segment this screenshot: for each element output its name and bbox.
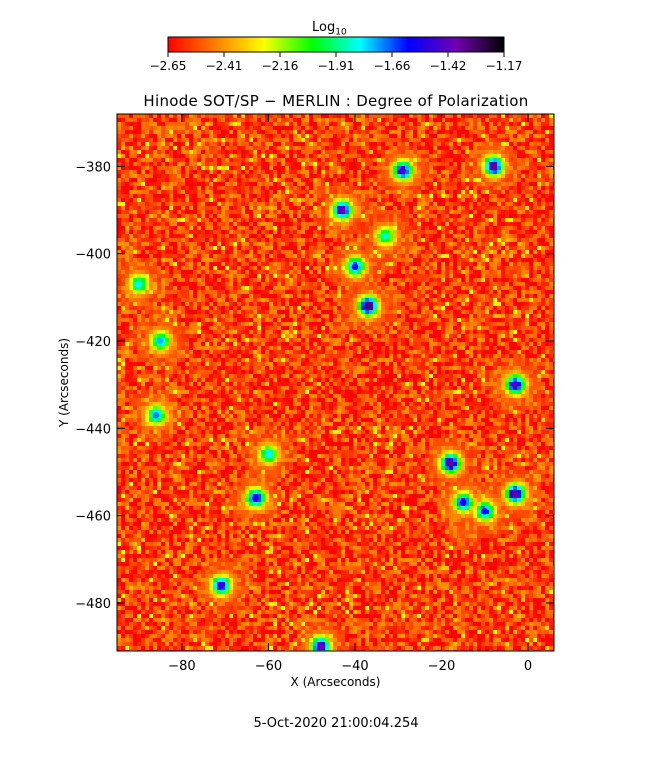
y-axis-label: Y (Arcseconds): [57, 338, 71, 428]
colorbar-tick-label: −2.65: [150, 59, 187, 73]
x-tick-label: −80: [168, 659, 195, 674]
concentration-point: [218, 582, 224, 588]
colorbar-tick-label: −2.41: [206, 59, 243, 73]
x-tick-label: −40: [341, 659, 368, 674]
y-tick-label: −380: [75, 160, 111, 175]
colorbar-tick-label: −1.17: [486, 59, 523, 73]
concentration-point: [252, 495, 258, 501]
y-tick-label: −440: [75, 422, 111, 437]
heatmap-image: [117, 114, 557, 654]
colorbar-tick-label: −2.16: [262, 59, 299, 73]
concentration-point: [382, 233, 388, 239]
colorbar: [168, 37, 504, 52]
x-axis-label: X (Arcseconds): [291, 675, 381, 689]
concentration-point: [512, 381, 518, 387]
x-tick-label: −60: [255, 659, 282, 674]
y-tick-label: −480: [75, 597, 111, 612]
concentration-point: [512, 491, 518, 497]
concentration-point: [399, 168, 405, 174]
concentration-point: [460, 499, 466, 505]
concentration-point: [317, 643, 323, 649]
concentration-point: [490, 163, 496, 169]
concentration-point: [352, 264, 358, 270]
concentration-point: [339, 207, 345, 213]
concentration-point: [265, 451, 271, 457]
x-tick-label: −20: [428, 659, 455, 674]
concentration-point: [157, 338, 163, 344]
concentration-point: [153, 412, 159, 418]
colorbar-tick-label: −1.66: [374, 59, 411, 73]
observation-date: 5-Oct-2020 21:00:04.254: [0, 716, 672, 731]
colorbar-ticks: −2.65 −2.41 −2.16 −1.91 −1.66 −1.42 −1.17: [150, 52, 523, 73]
concentration-point: [482, 508, 488, 514]
colorbar-tick-label: −1.91: [318, 59, 355, 73]
colorbar-tick-label: −1.42: [430, 59, 467, 73]
y-tick-label: −420: [75, 335, 111, 350]
x-tick-label: 0: [524, 659, 532, 674]
y-tick-label: −460: [75, 510, 111, 525]
y-tick-label: −400: [75, 248, 111, 263]
concentration-point: [135, 281, 141, 287]
concentration-point: [365, 303, 371, 309]
concentration-point: [447, 460, 453, 466]
